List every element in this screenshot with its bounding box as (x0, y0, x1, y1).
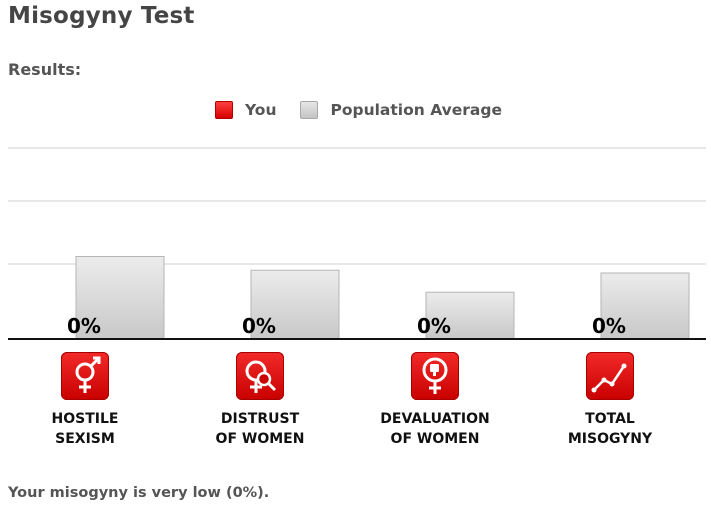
legend-you-swatch (215, 101, 233, 119)
category-label-total-misogyny: TOTAL MISOGYNY (530, 409, 690, 449)
results-heading: Results: (8, 60, 82, 79)
category-label-hostile-sexism: HOSTILE SEXISM (5, 409, 165, 449)
you-value-label: 0% (417, 314, 451, 338)
category-label-distrust-of-women: DISTRUST OF WOMEN (180, 409, 340, 449)
category-label-line: TOTAL (585, 411, 635, 427)
category-label-line: DEVALUATION (380, 411, 490, 427)
category-label-devaluation-of-women: DEVALUATION OF WOMEN (355, 409, 515, 449)
gender-symbols-icon (61, 352, 109, 400)
legend-population-label: Population Average (330, 101, 502, 119)
you-value-label: 0% (67, 314, 101, 338)
page-title: Misogyny Test (8, 3, 195, 29)
legend-population-swatch (300, 101, 319, 119)
population-average-bar (600, 272, 690, 340)
population-average-bar (75, 256, 165, 340)
female-magnifier-icon (236, 352, 284, 400)
category-label-line: DISTRUST (220, 411, 300, 427)
you-value-label: 0% (592, 314, 626, 338)
category-label-line: SEXISM (55, 431, 115, 447)
category-label-line: HOSTILE (51, 411, 119, 427)
result-summary-text: Your misogyny is very low (0%). (8, 485, 270, 501)
category-label-line: MISOGYNY (567, 431, 653, 447)
category-label-line: OF WOMEN (390, 431, 480, 447)
line-graph-icon (586, 352, 634, 400)
chart-legend: You Population Average (215, 101, 526, 119)
population-average-bar (250, 269, 340, 340)
legend-you-label: You (245, 101, 277, 119)
female-thumbs-down-icon (411, 352, 459, 400)
you-value-label: 0% (242, 314, 276, 338)
population-average-bar (425, 291, 515, 340)
category-label-line: OF WOMEN (215, 431, 305, 447)
